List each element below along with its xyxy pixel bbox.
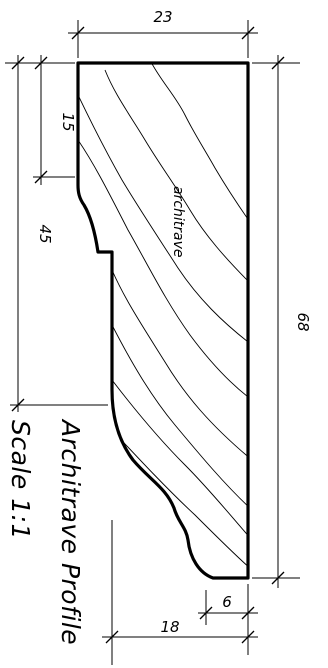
dimension-total-height: 68 [252, 55, 312, 588]
dimension-bottom-width-value: 18 [160, 618, 179, 636]
dimension-top-part-height-value: 15 [59, 112, 77, 131]
dimension-total-height-value: 68 [294, 312, 312, 331]
dimension-top-width: 23 [68, 8, 258, 58]
dimension-bottom-step: 6 [198, 590, 258, 625]
dimension-top-width-value: 23 [153, 8, 172, 26]
dimension-bottom-step-value: 6 [222, 593, 232, 611]
wood-grain-hatching [78, 63, 248, 571]
dimension-bottom-width: 18 [102, 520, 258, 665]
architrave-profile-outline [76, 61, 250, 580]
dimension-left-height: 45 [10, 55, 108, 412]
dimension-top-part-height: 15 [33, 55, 77, 185]
drawing-scale: Scale 1:1 [6, 420, 35, 540]
part-label: architrave [170, 186, 186, 258]
drawing-title: Architrave Profile [56, 418, 85, 645]
dimension-left-height-value: 45 [36, 224, 54, 243]
